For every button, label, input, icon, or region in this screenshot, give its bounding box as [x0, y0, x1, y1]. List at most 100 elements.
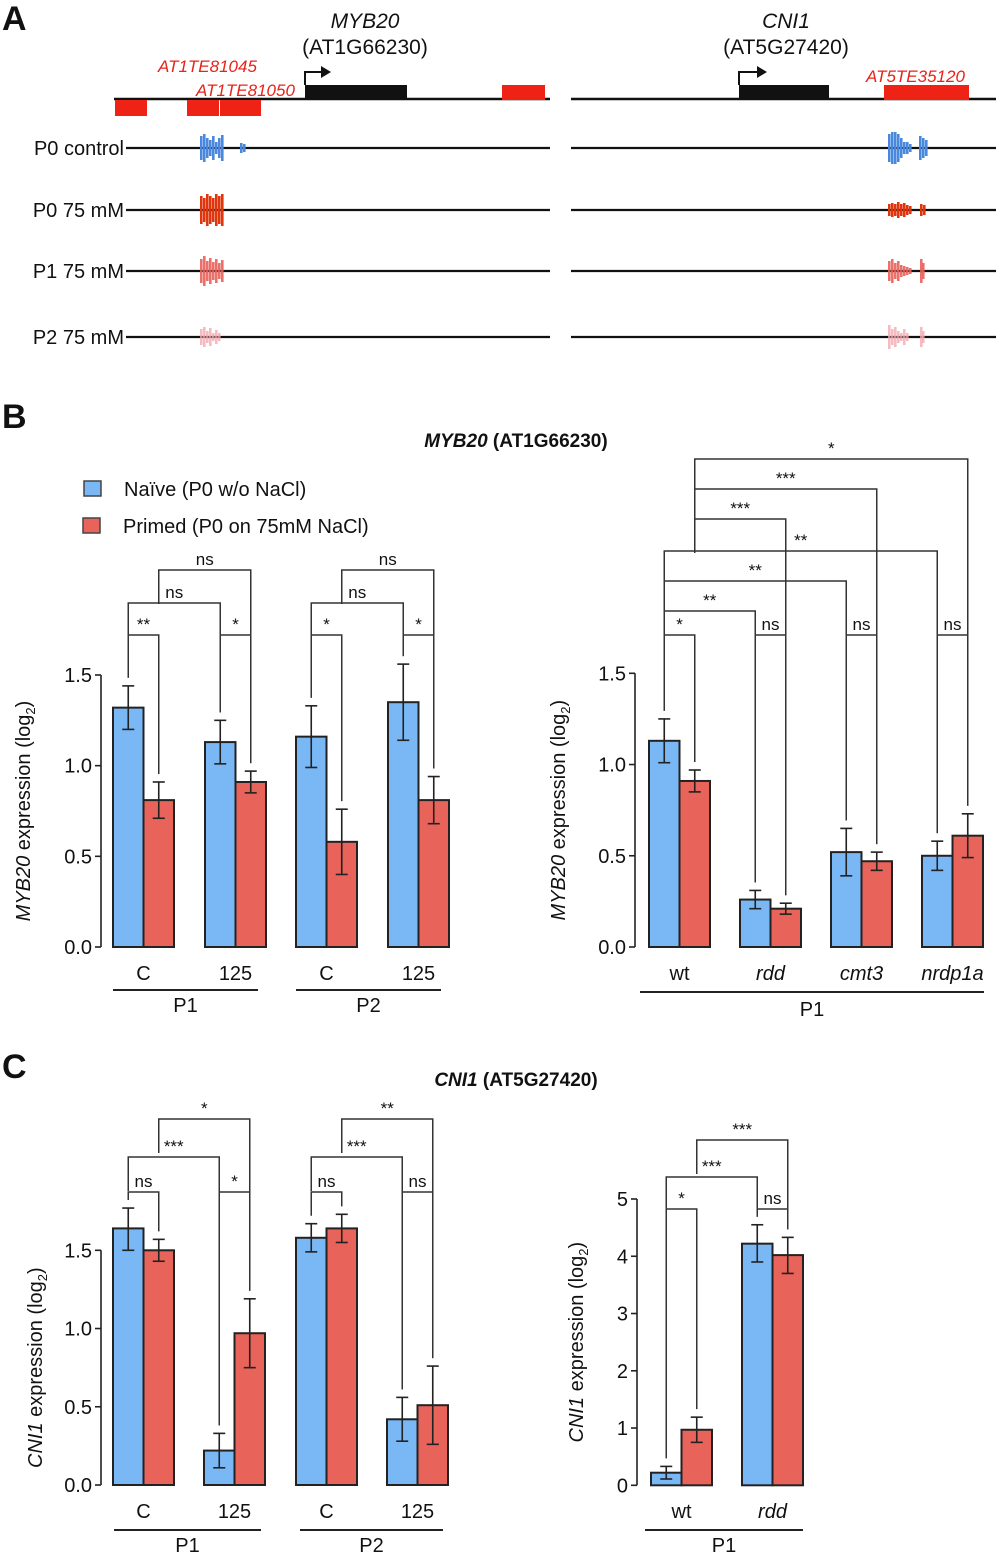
methylation-mark: [221, 135, 224, 161]
gene-id-cni1: (AT5G27420): [723, 36, 849, 59]
chart-myb20-p1-p2: 0.0 0.5 1.0 1.5 MYB20 expression (log2) C 125 C…: [13, 550, 450, 1017]
methylation-mark: [215, 142, 218, 154]
methylation-mark: [900, 204, 903, 216]
x-category-label: 125: [402, 963, 435, 985]
track-row: P0 75 mM: [33, 194, 996, 226]
x-category-label: C: [319, 963, 333, 985]
significance-label: ns: [944, 615, 962, 634]
methylation-mark: [203, 134, 206, 162]
y-tick-label: 1.0: [64, 1319, 92, 1341]
panel-b-title: MYB20 (AT1G66230): [424, 431, 607, 452]
group-label: P1: [175, 1535, 199, 1553]
y-axis-title-close: ): [548, 700, 570, 707]
bar-naive: [741, 1242, 774, 1487]
legend-item-naive: Naïve (P0 w/o NaCl): [83, 479, 306, 501]
methylation-mark: [215, 259, 218, 283]
y-tick-label: 5: [617, 1189, 628, 1211]
group-label: P1: [173, 995, 197, 1017]
x-category-label: cmt3: [840, 963, 883, 985]
y-axis-title: MYB20 expression (log2): [548, 700, 573, 921]
te-block-at1te81050: [220, 100, 261, 116]
significance-bracket: [127, 1156, 220, 1426]
bar-naive: [648, 739, 681, 949]
y-tick-label: 0.5: [64, 846, 92, 868]
methylation-mark: [218, 196, 221, 224]
significance-bracket: [936, 634, 969, 834]
bar-naive: [295, 1236, 328, 1487]
methylation-mark: [215, 194, 218, 226]
significance-bracket: [665, 1208, 698, 1459]
x-category-label: nrdp1a: [921, 963, 983, 985]
significance-bracket: [158, 1118, 251, 1291]
methylation-mark: [209, 258, 212, 284]
significance-label: **: [703, 591, 717, 610]
methylation-mark: [922, 263, 925, 279]
track-label: P1 75 mM: [33, 261, 124, 283]
y-tick-label: 1.0: [598, 755, 626, 777]
methylation-mark: [221, 194, 224, 226]
significance-label: *: [231, 1172, 238, 1191]
te-block: [115, 100, 147, 116]
significance-bracket: [310, 1156, 403, 1390]
track-row: P2 75 mM: [33, 325, 996, 349]
x-category-label: rdd: [756, 963, 786, 985]
track-label: P0 control: [34, 138, 124, 160]
tss-arrow-icon: [738, 66, 767, 85]
legend-swatch-naive: [83, 480, 102, 497]
significance-label: ***: [347, 1137, 367, 1156]
methylation-mark: [200, 196, 203, 224]
track-row: P0 control: [34, 132, 996, 164]
methylation-mark: [212, 198, 215, 222]
methylation-mark: [215, 330, 218, 344]
significance-bracket: [754, 634, 787, 896]
significance-bracket: [310, 634, 343, 802]
bar-primed: [142, 799, 175, 948]
methylation-mark: [922, 331, 925, 343]
methylation-mark: [203, 327, 206, 347]
methylation-mark: [920, 327, 923, 347]
methylation-mark: [920, 204, 923, 216]
methylation-mark: [209, 140, 212, 156]
methylation-mark: [920, 259, 923, 283]
y-tick-label: 1.5: [64, 1240, 92, 1262]
panel-b-title-id: (AT1G66230): [488, 431, 608, 452]
te-block-at5te35120: [884, 85, 969, 100]
y-tick-label: 1.5: [598, 663, 626, 685]
significance-label: *: [232, 615, 239, 634]
y-axis-title-close: ): [13, 701, 35, 708]
significance-label: ***: [776, 469, 796, 488]
locus-myb20: [114, 66, 550, 116]
significance-label: ***: [164, 1137, 184, 1156]
te-block: [502, 85, 545, 100]
methylation-mark: [212, 262, 215, 280]
significance-bracket: [694, 488, 878, 845]
significance-bracket: [663, 550, 938, 834]
significance-bracket: [401, 1191, 434, 1390]
methylation-mark: [203, 198, 206, 222]
significance-bracket: [663, 610, 756, 883]
locus-cni1: [571, 66, 996, 101]
y-tick-label: 0.0: [64, 1475, 92, 1497]
methylation-mark: [206, 194, 209, 226]
legend-label-naive: Naïve (P0 w/o NaCl): [124, 479, 306, 501]
methylation-mark: [200, 329, 203, 345]
y-tick-label: 0: [617, 1475, 628, 1497]
significance-bracket: [310, 602, 404, 657]
y-axis-title-text: expression (log: [566, 1256, 588, 1397]
x-category-label: C: [136, 1501, 150, 1523]
x-category-label: wt: [669, 963, 690, 985]
methylation-mark: [200, 259, 203, 283]
significance-label: ***: [732, 1120, 752, 1139]
panel-c-letter: C: [2, 1048, 27, 1086]
y-axis-title: CNI1 expression (log2): [566, 1242, 591, 1443]
methylation-mark: [891, 132, 894, 164]
methylation-mark: [894, 204, 897, 216]
panel-c-title-gene: CNI1: [434, 1070, 477, 1091]
significance-bracket: [127, 602, 221, 713]
significance-bracket: [663, 580, 847, 821]
y-tick-label: 0.5: [64, 1397, 92, 1419]
x-category-label: 125: [218, 1501, 251, 1523]
gene-title-myb20: MYB20: [331, 10, 400, 33]
te-block-at1te81045: [187, 100, 219, 116]
methylation-mark: [897, 134, 900, 162]
